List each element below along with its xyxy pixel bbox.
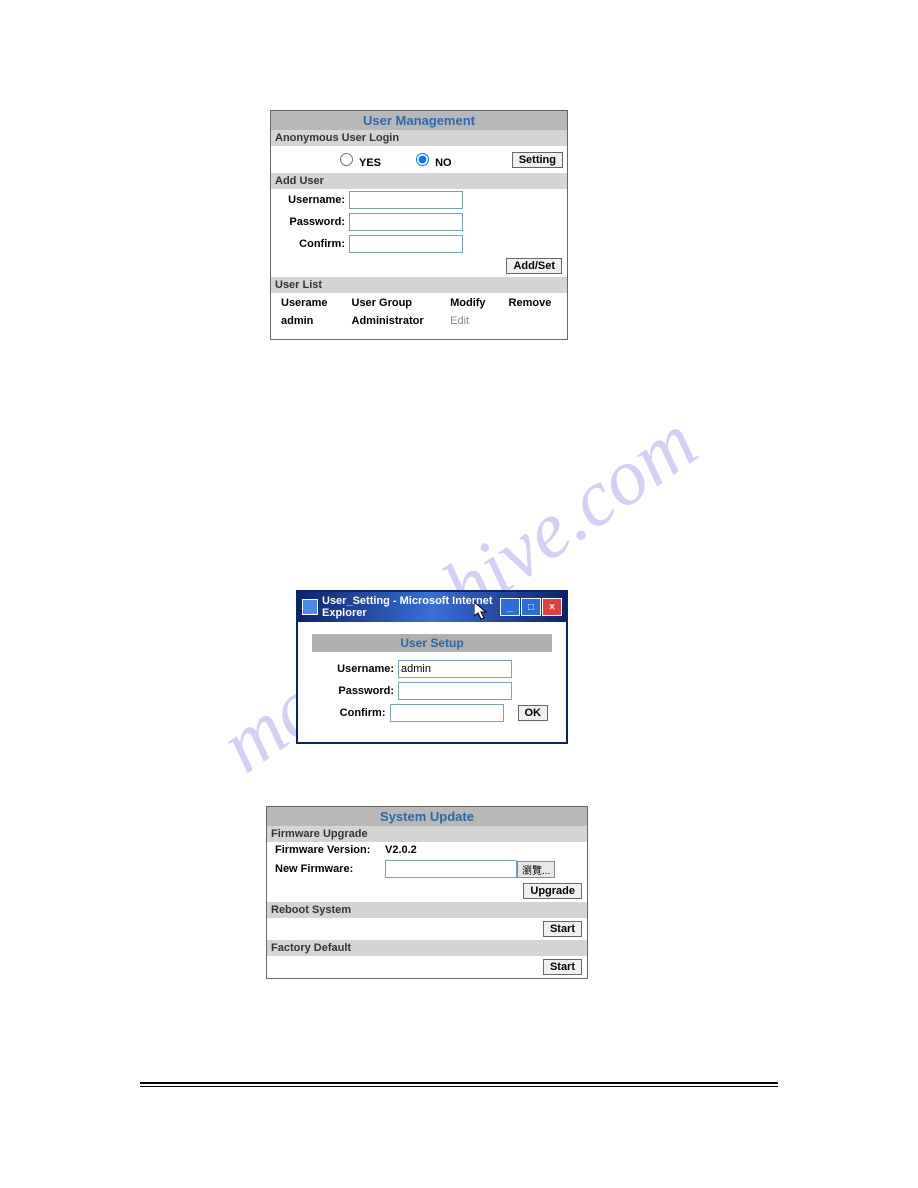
no-text: NO bbox=[435, 157, 452, 169]
browse-button[interactable]: 瀏覽... bbox=[517, 861, 555, 878]
firmware-version-label: Firmware Version: bbox=[275, 844, 385, 856]
confirm-label: Confirm: bbox=[275, 238, 349, 250]
radio-no-label[interactable]: NO bbox=[411, 150, 452, 169]
password-label: Password: bbox=[275, 216, 349, 228]
dlg-confirm-label: Confirm: bbox=[316, 707, 390, 719]
user-list-header: User List bbox=[271, 277, 567, 293]
ok-button[interactable]: OK bbox=[518, 705, 549, 721]
radio-yes[interactable] bbox=[340, 153, 353, 166]
cursor-icon bbox=[474, 602, 490, 622]
ie-icon bbox=[302, 599, 318, 615]
user-setup-title: User Setup bbox=[312, 634, 552, 652]
factory-start-button[interactable]: Start bbox=[543, 959, 582, 975]
dlg-confirm-input[interactable] bbox=[390, 704, 504, 722]
reboot-header: Reboot System bbox=[267, 902, 587, 918]
cell-modify[interactable]: Edit bbox=[442, 313, 498, 329]
dlg-username-input[interactable] bbox=[398, 660, 512, 678]
new-firmware-label: New Firmware: bbox=[275, 863, 385, 875]
factory-default-header: Factory Default bbox=[267, 940, 587, 956]
minimize-button[interactable]: _ bbox=[500, 598, 520, 616]
username-input[interactable] bbox=[349, 191, 463, 209]
system-update-panel: System Update Firmware Upgrade Firmware … bbox=[266, 806, 588, 979]
reboot-start-button[interactable]: Start bbox=[543, 921, 582, 937]
anonymous-login-header: Anonymous User Login bbox=[271, 130, 567, 146]
col-remove: Remove bbox=[501, 295, 565, 311]
dlg-password-label: Password: bbox=[316, 685, 398, 697]
cell-username: admin bbox=[273, 313, 342, 329]
confirm-input[interactable] bbox=[349, 235, 463, 253]
user-management-panel: User Management Anonymous User Login YES… bbox=[270, 110, 568, 340]
radio-no[interactable] bbox=[416, 153, 429, 166]
dialog-titlebar[interactable]: User_Setting - Microsoft Internet Explor… bbox=[298, 592, 566, 622]
username-label: Username: bbox=[275, 194, 349, 206]
password-input[interactable] bbox=[349, 213, 463, 231]
col-usergroup: User Group bbox=[344, 295, 441, 311]
close-button[interactable]: × bbox=[542, 598, 562, 616]
user-management-title: User Management bbox=[271, 111, 567, 130]
user-list-table: Userame User Group Modify Remove admin A… bbox=[271, 293, 567, 331]
radio-yes-label[interactable]: YES bbox=[335, 150, 381, 169]
dlg-password-input[interactable] bbox=[398, 682, 512, 700]
col-username: Userame bbox=[273, 295, 342, 311]
firmware-upgrade-header: Firmware Upgrade bbox=[267, 826, 587, 842]
addset-button[interactable]: Add/Set bbox=[506, 258, 562, 274]
upgrade-button[interactable]: Upgrade bbox=[523, 883, 582, 899]
new-firmware-input[interactable] bbox=[385, 860, 517, 878]
user-setting-dialog: User_Setting - Microsoft Internet Explor… bbox=[296, 590, 568, 744]
dlg-username-label: Username: bbox=[316, 663, 398, 675]
add-user-header: Add User bbox=[271, 173, 567, 189]
setting-button[interactable]: Setting bbox=[512, 152, 563, 168]
firmware-version-value: V2.0.2 bbox=[385, 844, 417, 856]
system-update-title: System Update bbox=[267, 807, 587, 826]
cell-remove bbox=[501, 313, 565, 329]
footer-rule bbox=[140, 1082, 778, 1087]
cell-usergroup: Administrator bbox=[344, 313, 441, 329]
col-modify: Modify bbox=[442, 295, 498, 311]
table-row: admin Administrator Edit bbox=[273, 313, 565, 329]
yes-text: YES bbox=[359, 157, 381, 169]
maximize-button[interactable]: □ bbox=[521, 598, 541, 616]
